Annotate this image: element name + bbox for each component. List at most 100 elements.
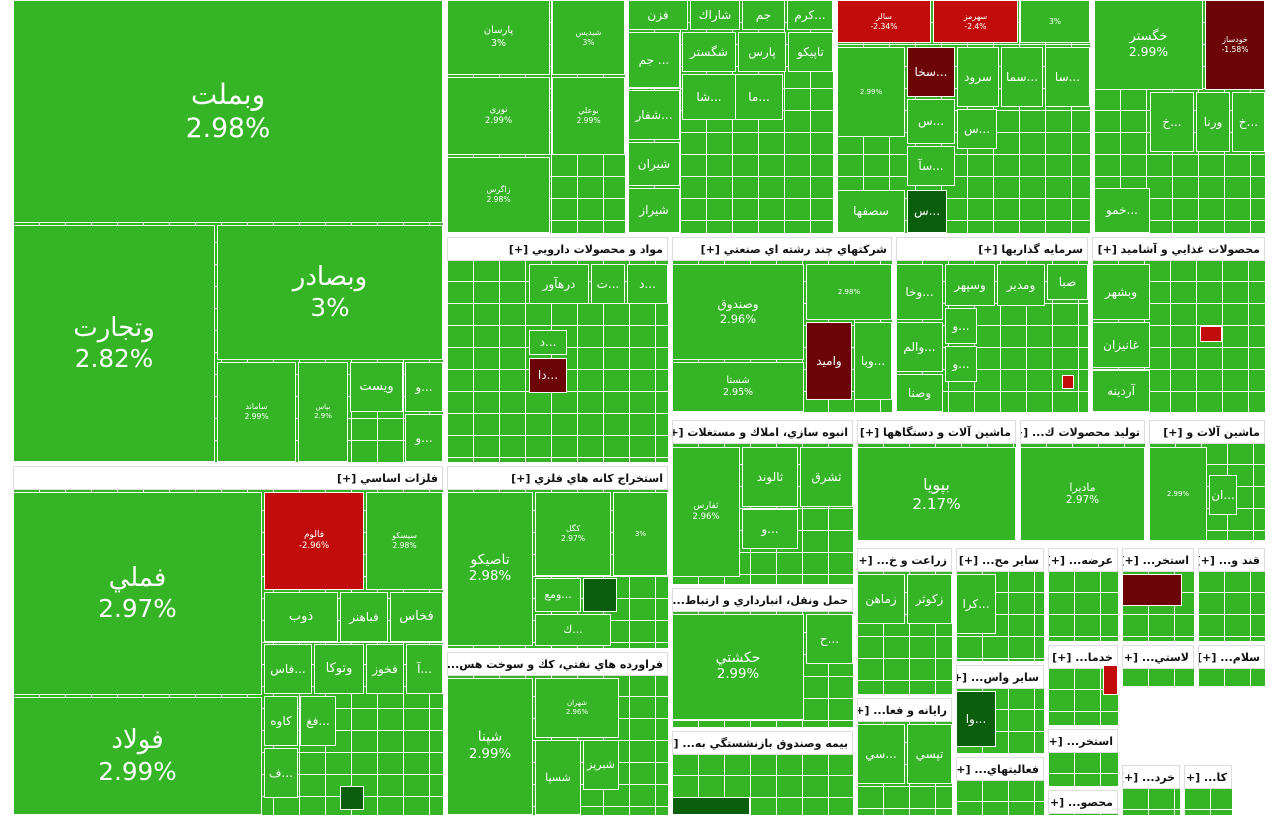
sector-header[interactable]: رايانه و فعا... [+] [857,698,952,722]
stock-tile[interactable]: فاس... [264,644,312,694]
stock-tile[interactable]: سرود [957,47,999,107]
stock-tile[interactable]: فولاد 2.99% [13,697,262,815]
stock-tile[interactable]: شگستر [682,32,736,72]
stock-tile[interactable]: ومدير [997,264,1045,306]
stock-tile[interactable]: وا... [956,691,996,747]
sector-header[interactable]: زراعت و خ... [+] [857,548,952,572]
sector-header[interactable]: ماشين آلات و [+] [1149,420,1265,444]
stock-tile[interactable]: شيران [628,142,680,186]
stock-tile[interactable]: و... [945,308,977,344]
sector-header[interactable]: كا... [+] [1184,765,1232,789]
sector-header[interactable]: عرضه... [+] [1048,548,1118,572]
stock-tile[interactable]: فخاس [390,592,443,642]
sector-header[interactable]: استخر... [+] [1048,729,1118,753]
stock-tile[interactable]: خودساز -1.58% [1205,0,1265,90]
stock-tile[interactable]: شفار... [628,90,680,140]
stock-tile[interactable]: كرم... [787,0,833,30]
stock-tile[interactable]: ماديرا 2.97% [1020,447,1145,541]
stock-tile[interactable]: شستا 2.95% [672,362,804,412]
stock-tile[interactable]: شبريز [583,740,619,790]
stock-tile[interactable]: خ... [1232,92,1265,152]
stock-tile[interactable]: بپويا 2.17% [857,447,1016,541]
stock-tile[interactable]: وخا... [896,264,943,320]
sector-header[interactable]: توليد محصولات ك... [+] [1020,420,1145,444]
stock-tile[interactable]: كرا... [956,574,996,634]
stock-tile[interactable]: وتجارت 2.82% [13,225,215,462]
stock-tile[interactable]: شيديس 3% [552,0,625,75]
stock-tile[interactable]: و... [945,346,977,382]
stock-tile[interactable]: سي... [857,724,905,784]
stock-tile[interactable]: سخا... [907,47,955,97]
stock-tile[interactable]: و... [742,509,798,549]
stock-tile[interactable]: فملي 2.97% [13,492,262,695]
stock-tile[interactable]: ويست [350,362,403,412]
stock-tile[interactable]: 2.98% [806,264,892,320]
stock-tile[interactable]: شسپا [535,740,581,815]
stock-tile[interactable]: شپنا 2.99% [447,678,533,815]
sector-header[interactable]: ماشين آلات و دستگاهها [+] [857,420,1016,444]
sector-header[interactable]: ساير مح... [+] [956,548,1044,572]
sector-header[interactable]: خرد... [+] [1122,765,1180,789]
stock-tile[interactable]: 3% [613,492,668,576]
sector-header[interactable]: فراورده هاي نفتي، كك و سوخت هس... [+] [447,652,668,676]
stock-tile[interactable]: دا... [529,358,567,393]
stock-tile[interactable]: بوعلي 2.99% [552,77,625,155]
stock-tile[interactable]: سآ... [907,146,955,186]
sector-header[interactable]: خدما... [+] [1048,645,1118,669]
stock-tile[interactable]: ف... [264,748,298,798]
stock-tile[interactable]: و... [405,362,443,412]
stock-tile[interactable]: فزن [628,0,688,30]
stock-tile[interactable]: زكوثر [907,574,952,624]
stock-tile[interactable]: پارسان 3% [447,0,550,75]
stock-tile[interactable]: غانيزان [1092,322,1150,368]
stock-tile[interactable]: سالر -2.34% [837,0,931,43]
stock-tile[interactable]: ومع... [535,578,581,612]
stock-tile[interactable]: شا... [682,74,736,120]
stock-tile[interactable]: شهران 2.96% [535,678,619,738]
stock-tile[interactable]: ما... [735,74,783,120]
stock-tile[interactable]: فخوز [366,644,404,694]
stock-tile[interactable]: بپاس 2.9% [298,362,348,462]
stock-tile[interactable]: نوري 2.99% [447,77,550,155]
sector-header[interactable]: سلام... [+] [1198,645,1265,669]
stock-tile[interactable]: وصندوق 2.96% [672,264,804,360]
stock-tile[interactable]: آ... [406,644,443,694]
stock-tile[interactable]: خگستر 2.99% [1094,0,1203,90]
stock-tile[interactable]: تاپيكو [788,32,833,72]
sector-header[interactable]: فلزات اساسي [+] [13,466,443,490]
sector-header[interactable]: فعاليتهاي... [+] [956,757,1044,781]
stock-tile[interactable]: سما... [1001,47,1043,107]
stock-tile[interactable]: والم... [896,322,943,372]
stock-tile[interactable]: ت... [591,264,625,304]
stock-tile[interactable]: شيراز [628,188,680,233]
sector-header[interactable]: بيمه وصندوق بازنشستگي به... [+] [672,731,853,755]
sector-header[interactable]: قند و... [+] [1198,548,1265,572]
stock-tile[interactable]: جم ... [628,32,680,88]
sector-header[interactable]: لاستي... [+] [1122,645,1194,669]
stock-tile[interactable]: و... [405,414,443,462]
sector-header[interactable]: مواد و محصولات دارويي [+] [447,237,668,261]
stock-tile[interactable]: جم [742,0,785,30]
stock-tile[interactable]: وتوكا [314,644,364,694]
stock-tile[interactable]: خ... [1150,92,1194,152]
stock-tile[interactable]: فغ... [300,696,336,746]
stock-tile[interactable]: كگل 2.97% [535,492,611,576]
sector-header[interactable]: انبوه سازي، املاك و مستغلات [+] [672,420,853,444]
stock-tile[interactable]: 3% [1020,0,1090,43]
stock-tile[interactable]: ثشرق [800,447,853,507]
stock-tile[interactable]: خمو... [1094,188,1150,233]
stock-tile[interactable]: پارس [738,32,786,72]
stock-tile[interactable]: ثالوند [742,447,798,507]
stock-tile[interactable]: ح... [806,614,853,664]
sector-header[interactable]: ساير واس... [+] [956,665,1044,689]
stock-tile[interactable]: سيسكو 2.98% [366,492,443,590]
stock-tile[interactable]: درهآور [529,264,589,304]
stock-tile[interactable]: س... [907,99,955,144]
stock-tile[interactable]: ساماند 2.99% [217,362,296,462]
stock-tile[interactable]: فباهنر [340,592,388,642]
stock-tile[interactable]: شاراك [690,0,740,30]
stock-tile[interactable]: وبصادر 3% [217,225,443,360]
stock-tile[interactable]: ثفارس 2.96% [672,447,740,577]
stock-tile[interactable]: حكشتي 2.99% [672,614,804,720]
stock-tile[interactable]: د... [529,330,567,355]
